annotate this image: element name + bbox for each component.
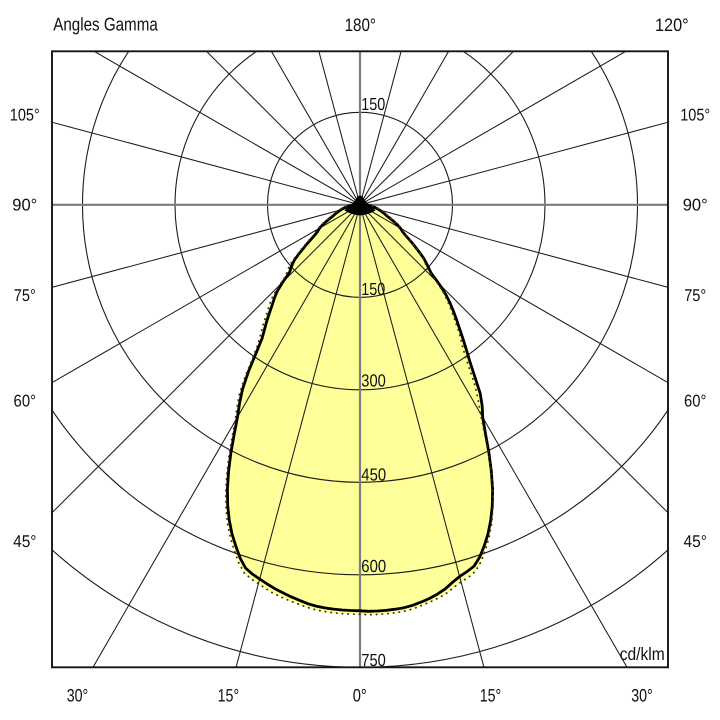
svg-text:45°: 45° bbox=[684, 532, 707, 551]
svg-text:150: 150 bbox=[361, 279, 385, 299]
svg-text:180°: 180° bbox=[345, 15, 376, 35]
svg-text:300: 300 bbox=[361, 370, 386, 390]
svg-text:750: 750 bbox=[361, 650, 386, 670]
svg-text:75°: 75° bbox=[684, 286, 706, 305]
svg-text:cd/klm: cd/klm bbox=[620, 644, 665, 664]
svg-text:90°: 90° bbox=[683, 196, 708, 215]
svg-text:90°: 90° bbox=[12, 196, 37, 215]
svg-text:150: 150 bbox=[361, 94, 385, 114]
svg-text:105°: 105° bbox=[680, 105, 710, 124]
svg-text:30°: 30° bbox=[631, 686, 653, 706]
svg-text:15°: 15° bbox=[218, 686, 240, 706]
svg-text:105°: 105° bbox=[10, 105, 40, 124]
svg-text:450: 450 bbox=[361, 464, 386, 484]
svg-text:60°: 60° bbox=[684, 392, 707, 411]
svg-text:60°: 60° bbox=[14, 392, 37, 411]
svg-text:Angles Gamma: Angles Gamma bbox=[53, 14, 158, 35]
svg-text:30°: 30° bbox=[67, 686, 89, 706]
svg-text:0°: 0° bbox=[353, 686, 367, 706]
svg-text:75°: 75° bbox=[14, 286, 36, 305]
svg-text:45°: 45° bbox=[13, 532, 36, 551]
svg-text:600: 600 bbox=[361, 556, 386, 576]
svg-text:15°: 15° bbox=[480, 686, 502, 706]
svg-text:120°: 120° bbox=[655, 15, 689, 35]
